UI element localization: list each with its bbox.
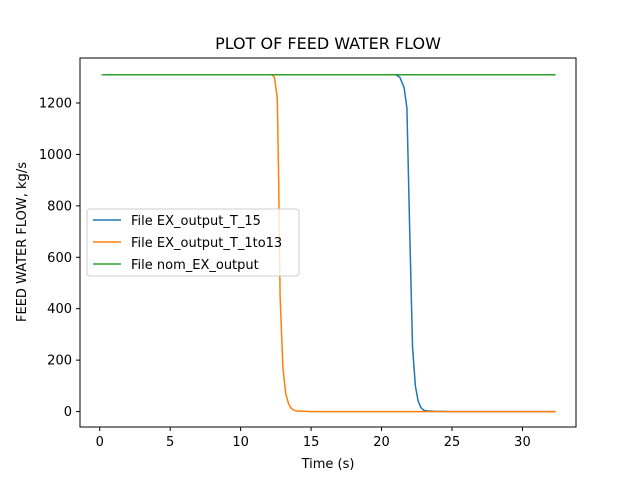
plot-area — [101, 73, 556, 413]
y-tick-label: 400 — [47, 302, 72, 317]
y-tick-label: 200 — [47, 354, 72, 369]
legend-label-1: File EX_output_T_1to13 — [131, 236, 282, 251]
x-tick-label: 15 — [303, 435, 320, 450]
x-axis-label: Time (s) — [301, 457, 355, 472]
x-axis: 0 5 10 15 20 25 30 — [96, 427, 531, 450]
x-tick-label: 5 — [166, 435, 174, 450]
y-tick-label: 800 — [47, 199, 72, 214]
x-tick-label: 0 — [96, 435, 104, 450]
legend: File EX_output_T_15 File EX_output_T_1to1… — [86, 208, 300, 277]
legend-label-0: File EX_output_T_15 — [131, 214, 261, 229]
x-tick-label: 20 — [373, 435, 390, 450]
chart-title: PLOT OF FEED WATER FLOW — [215, 34, 441, 53]
y-axis: 0 200 400 600 800 1000 1200 — [39, 97, 80, 420]
legend-label-2: File nom_EX_output — [131, 258, 259, 273]
y-tick-label: 600 — [47, 251, 72, 266]
y-tick-label: 1000 — [39, 148, 72, 163]
x-tick-label: 30 — [514, 435, 531, 450]
x-tick-label: 10 — [232, 435, 249, 450]
legend-box — [86, 208, 300, 277]
axes-frame — [79, 57, 577, 428]
y-tick-label: 0 — [64, 405, 72, 420]
y-tick-label: 1200 — [39, 97, 72, 112]
y-axis-label: FEED WATER FLOW, kg/s — [15, 162, 30, 322]
x-tick-label: 25 — [444, 435, 461, 450]
